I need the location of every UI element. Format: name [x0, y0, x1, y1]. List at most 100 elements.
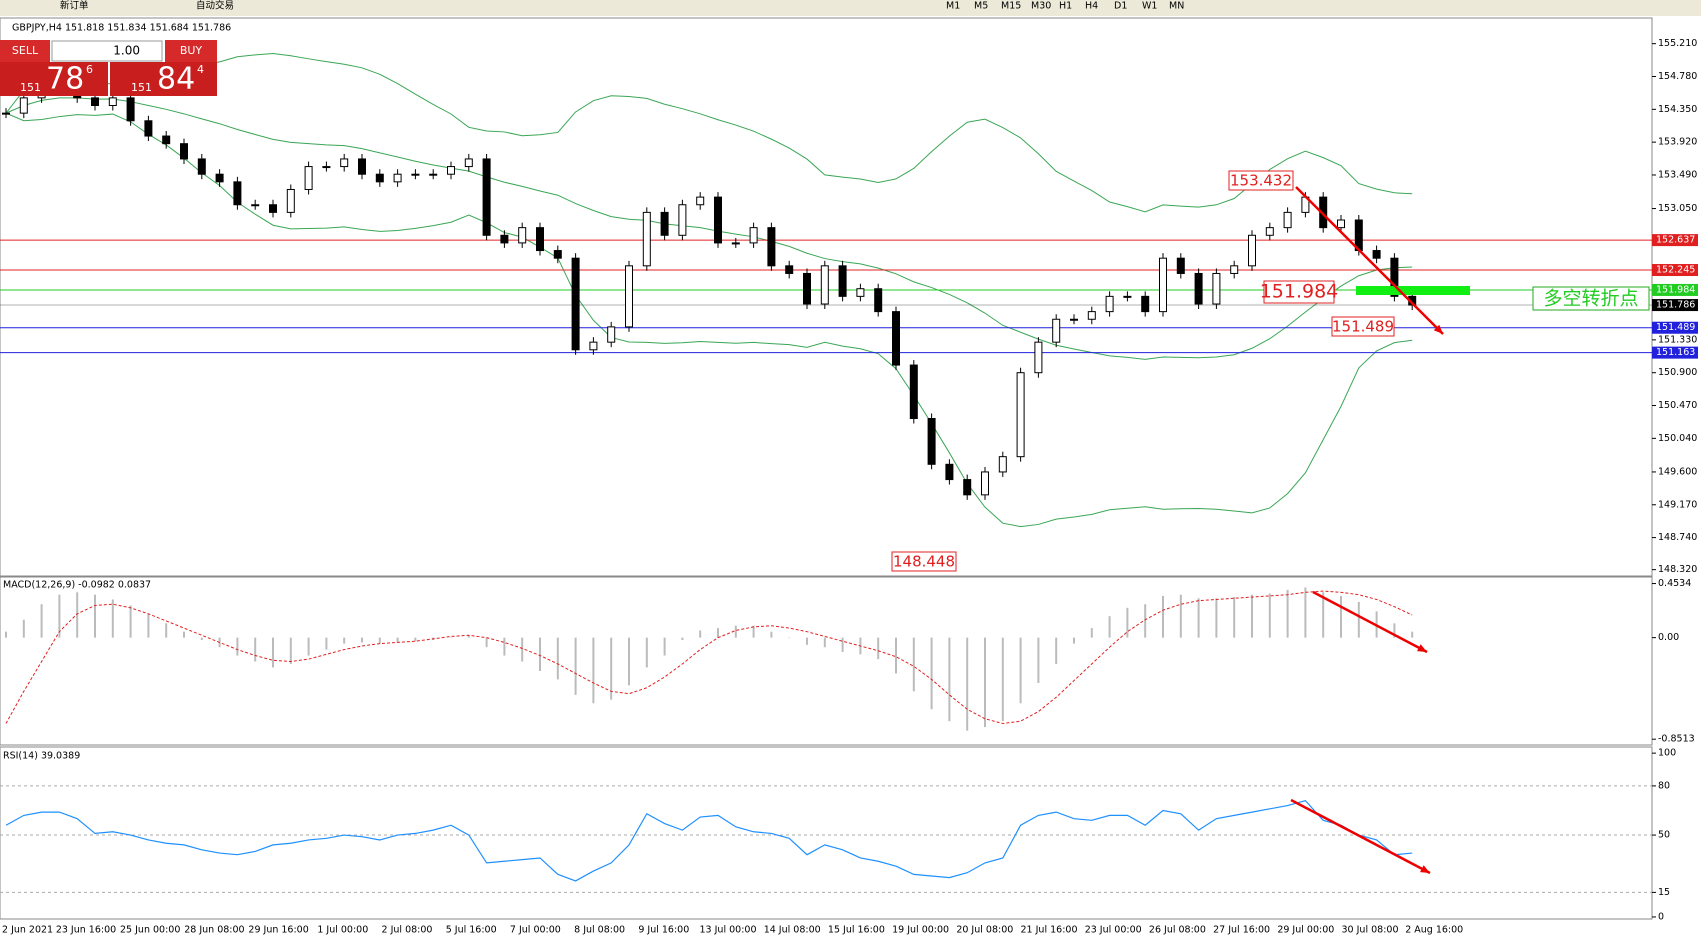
candle-body: [1265, 227, 1274, 236]
x-tick-label: 7 Jul 00:00: [510, 925, 561, 936]
candle-body: [536, 227, 544, 252]
macd-bar: [556, 637, 559, 680]
candle-body: [1176, 257, 1185, 274]
macd-bar: [841, 637, 844, 652]
y-tick-label: 80: [1658, 780, 1670, 791]
macd-bar: [592, 637, 595, 704]
macd-bar: [539, 637, 541, 672]
candle-body: [358, 158, 366, 175]
macd-bar: [877, 637, 880, 660]
y-tick-label: 148.740: [1658, 532, 1697, 543]
timeframe-button[interactable]: H1: [1059, 1, 1072, 12]
candle-body: [767, 227, 776, 267]
candle-body: [215, 173, 224, 183]
symbol-info: GBPJPY,H4 151.818 151.834 151.684 151.78…: [12, 23, 231, 34]
macd-bar: [1357, 601, 1360, 638]
candle-body: [1390, 257, 1399, 297]
candle-body: [892, 311, 900, 366]
timeframe-button[interactable]: M30: [1031, 1, 1051, 12]
ask-box[interactable]: [110, 62, 217, 96]
y-tick-label: 151.330: [1658, 334, 1697, 345]
x-tick-label: 9 Jul 16:00: [638, 925, 689, 936]
macd-bar: [1322, 592, 1325, 638]
candle-body: [197, 158, 206, 175]
macd-bar: [450, 637, 452, 639]
macd-bar: [1001, 637, 1004, 722]
macd-bar: [1090, 628, 1093, 638]
macd-bar: [94, 594, 96, 638]
price-level-box: [1652, 299, 1698, 312]
macd-bar: [254, 637, 257, 662]
note-box: [1532, 286, 1650, 311]
macd-bar: [663, 637, 666, 656]
candle-body: [803, 272, 811, 305]
turning-zone: [1356, 286, 1470, 295]
timeframe-button[interactable]: D1: [1114, 1, 1127, 12]
candle-body: [393, 173, 402, 183]
macd-bar: [1215, 598, 1218, 638]
candle-body: [482, 158, 491, 236]
new-order-button[interactable]: 新订单: [60, 0, 89, 12]
candle-body: [1070, 318, 1078, 321]
price-level-label: 152.245: [1656, 265, 1695, 276]
price-level-label: 151.984: [1656, 284, 1695, 295]
buy-button[interactable]: [165, 40, 217, 62]
lots-field[interactable]: [51, 40, 163, 62]
auto-trading-button[interactable]: 自动交易: [196, 0, 234, 12]
candle-body: [126, 97, 135, 122]
y-tick-label: 0: [1658, 911, 1664, 922]
timeframe-button[interactable]: M1: [946, 1, 960, 12]
candle-body: [269, 204, 277, 213]
sell-button[interactable]: [0, 40, 50, 62]
arrow-head: [1420, 865, 1430, 873]
candle-body: [678, 204, 687, 236]
macd-bar: [1037, 637, 1040, 683]
candle-body: [1105, 295, 1114, 313]
timeframe-button[interactable]: H4: [1085, 1, 1098, 12]
macd-bar: [966, 637, 969, 731]
candle-body: [696, 196, 705, 206]
macd-bar: [485, 637, 488, 648]
candle-body: [286, 188, 295, 213]
sell-label: SELL: [12, 44, 39, 57]
macd-bar: [396, 637, 399, 643]
candle-body: [589, 341, 598, 351]
macd-bar: [307, 637, 310, 656]
macd-bar: [1126, 607, 1129, 638]
price-annotation: 148.448: [893, 553, 955, 571]
x-tick-label: 13 Jul 00:00: [700, 925, 757, 936]
y-tick-label: 153.920: [1658, 137, 1697, 148]
ask-small: 4: [197, 63, 204, 76]
bid-box[interactable]: [0, 62, 108, 96]
price-level-label: 151.163: [1656, 347, 1695, 358]
y-tick-label: 153.490: [1658, 169, 1697, 180]
candle-body: [1194, 272, 1203, 305]
timeframe-button[interactable]: W1: [1142, 1, 1157, 12]
y-tick-label: 148.320: [1658, 564, 1697, 575]
macd-label: MACD(12,26,9) -0.0982 0.0837: [3, 580, 151, 591]
timeframe-button[interactable]: M15: [1001, 1, 1021, 12]
candle-body: [429, 173, 438, 176]
candle-body: [820, 265, 829, 305]
x-tick-label: 2 Aug 16:00: [1405, 925, 1463, 936]
price-annotation-box: [891, 551, 957, 572]
macd-bar: [325, 637, 328, 650]
macd-bar: [770, 631, 773, 638]
price-level-box: [1652, 234, 1698, 247]
macd-bar: [681, 637, 684, 641]
trade-panel: SELL 1.00 BUY 151 78 6 151 84 4: [0, 40, 217, 97]
macd-signal: [5, 590, 1413, 725]
macd-bar: [165, 623, 168, 638]
bid-big: 151: [20, 81, 41, 94]
candle-body: [91, 97, 99, 107]
candle-body: [1034, 341, 1043, 374]
macd-bar: [111, 599, 114, 638]
macd-bar: [58, 594, 61, 638]
macd-bar: [378, 637, 381, 644]
candle-body: [607, 326, 616, 343]
macd-bar: [1340, 595, 1342, 638]
rsi-panel-frame: [0, 746, 1653, 920]
timeframe-button[interactable]: M5: [974, 1, 988, 12]
candle-body: [1016, 372, 1025, 458]
timeframe-button[interactable]: MN: [1169, 1, 1184, 12]
